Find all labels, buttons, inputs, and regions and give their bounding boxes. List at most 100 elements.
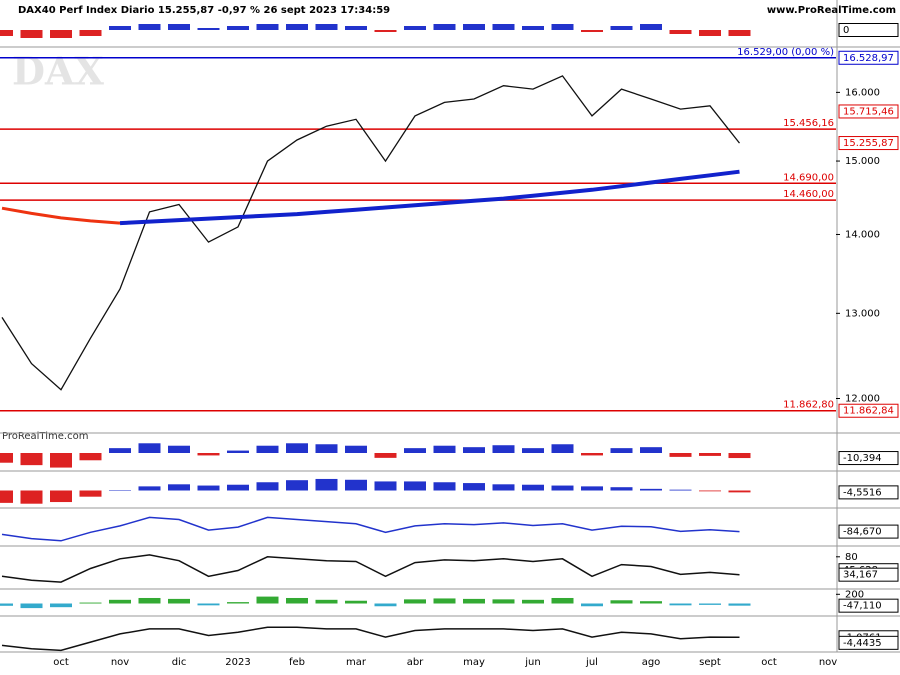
bar (168, 445, 190, 453)
x-tick-label: oct (761, 657, 777, 668)
price-tag (838, 23, 899, 37)
bar (50, 603, 72, 608)
bar (374, 453, 397, 458)
bar (345, 479, 367, 491)
price-tag (838, 524, 899, 539)
bar (551, 597, 574, 604)
chart-title: DAX40 Perf Index Diario 15.255,87 -0,97 … (18, 5, 390, 16)
bar (522, 484, 544, 491)
bar (20, 453, 43, 466)
price-tag-label: 34,167 (843, 570, 878, 581)
y-tick-label: 16.000 (845, 87, 880, 98)
bar (315, 24, 338, 30)
bar (610, 600, 633, 604)
bar (699, 490, 721, 492)
bar (699, 453, 721, 456)
bar (551, 444, 574, 453)
bar (168, 24, 190, 30)
bar (610, 487, 633, 491)
price-tag-label: -4,5516 (843, 487, 882, 498)
bar (168, 484, 190, 491)
bar (433, 445, 456, 453)
price-tag-label: 11.862,84 (843, 406, 894, 417)
bar (79, 490, 102, 497)
x-tick-label: feb (289, 657, 305, 668)
price-tag (838, 567, 899, 582)
bar (315, 478, 338, 491)
level-label: 15.456,16 (783, 118, 834, 129)
bar (286, 443, 308, 453)
bar (522, 599, 544, 604)
bar (79, 30, 102, 36)
price-tag (838, 50, 899, 65)
bar (640, 24, 662, 30)
bar (138, 597, 161, 604)
bar (669, 30, 692, 34)
price-tag-label: 15.255,87 (843, 138, 894, 149)
x-tick-label: nov (819, 657, 837, 668)
bar (109, 26, 131, 30)
x-tick-label: 2023 (225, 657, 250, 668)
bar (669, 603, 692, 606)
bar (728, 490, 751, 493)
line-series (119, 169, 740, 226)
x-tick-label: may (463, 657, 485, 668)
bar (345, 26, 367, 30)
bar (0, 603, 13, 606)
bar (374, 30, 397, 32)
y-tick-label: 200 (845, 589, 864, 600)
price-tag (838, 104, 899, 119)
bar (168, 598, 190, 604)
line-series (1, 206, 121, 225)
y-tick-label: 13.000 (845, 308, 880, 319)
bar (109, 599, 131, 604)
bar (463, 598, 485, 604)
bar (138, 24, 161, 30)
bar (50, 453, 72, 468)
bar (345, 600, 367, 604)
bar (728, 453, 751, 459)
bar (0, 30, 13, 36)
bar (492, 445, 515, 453)
x-tick-label: dic (172, 657, 187, 668)
level-label: 14.690,00 (783, 172, 834, 183)
bar (227, 602, 249, 604)
bar (0, 453, 13, 463)
bar (522, 448, 544, 453)
bar (109, 490, 131, 491)
bar (138, 443, 161, 453)
bar (0, 490, 13, 503)
bar (256, 445, 279, 453)
bar (581, 486, 603, 491)
bar (20, 603, 43, 609)
bar (669, 489, 692, 491)
bar (79, 453, 102, 461)
bar (109, 448, 131, 453)
line-series (1, 516, 740, 542)
bar (374, 603, 397, 607)
price-tag-label: -84,670 (843, 527, 882, 538)
price-tag-label: 0 (843, 25, 849, 36)
bar (404, 599, 426, 604)
bar (699, 30, 721, 36)
price-tag-label: -47,110 (843, 601, 882, 612)
bar (138, 486, 161, 491)
line-series (1, 626, 740, 652)
bar (197, 485, 220, 491)
price-tag (838, 136, 899, 151)
level-label: 14.460,00 (783, 189, 834, 200)
bar (315, 599, 338, 604)
bar (20, 490, 43, 504)
bar (404, 448, 426, 453)
watermark: ProRealTime.com (2, 431, 88, 442)
bar (79, 602, 102, 604)
bar (227, 450, 249, 453)
y-tick-label: 80 (845, 552, 858, 563)
x-tick-label: ago (642, 657, 661, 668)
x-tick-label: oct (53, 657, 69, 668)
y-tick-label: 14.000 (845, 229, 880, 240)
bar (581, 603, 603, 607)
bar (433, 24, 456, 30)
